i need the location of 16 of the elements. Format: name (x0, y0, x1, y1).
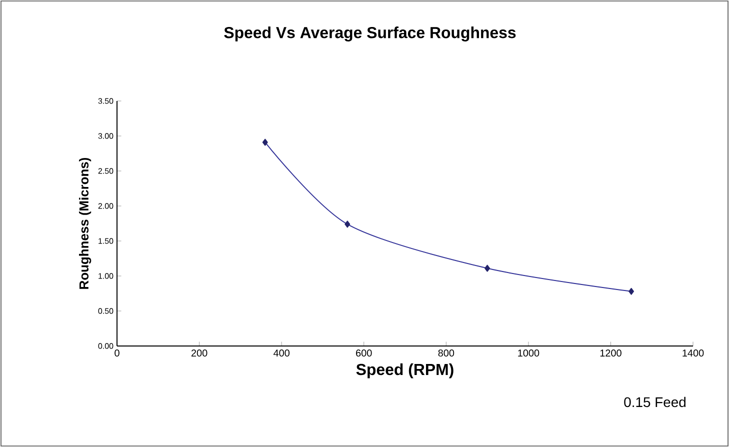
point (484, 264, 490, 272)
point (628, 288, 634, 295)
x-tick-label: 200 (191, 350, 208, 357)
x-tick-label: 1200 (600, 350, 622, 357)
x-tick-label: 1400 (682, 350, 704, 357)
chart-title: Speed Vs Average Surface Roughness (224, 26, 516, 42)
x-tick-label: 0 (114, 350, 120, 357)
x-axis-title: Speed (RPM) (356, 363, 454, 378)
point (344, 220, 350, 228)
x-tick-label: 600 (356, 350, 372, 357)
y-axis-title: Roughness (Microns) (79, 158, 92, 289)
x-tick-label: 800 (438, 350, 454, 357)
text: 0.15 Feed (624, 396, 686, 408)
x-tick-label: 400 (274, 350, 290, 357)
x-tick-label: 1000 (518, 350, 540, 357)
point (262, 138, 268, 146)
